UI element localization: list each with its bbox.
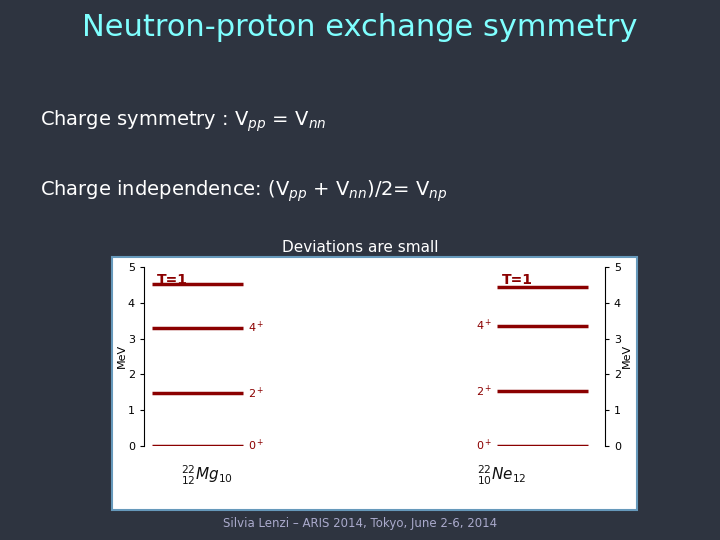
Text: 2$^+$: 2$^+$ xyxy=(248,386,265,401)
Text: $\mathregular{^{22}_{10}}$$\mathit{Ne}$$\mathregular{_{12}}$: $\mathregular{^{22}_{10}}$$\mathit{Ne}$$… xyxy=(477,464,527,487)
FancyBboxPatch shape xyxy=(112,256,637,510)
Y-axis label: MeV: MeV xyxy=(622,345,632,368)
Text: Deviations are small: Deviations are small xyxy=(282,240,438,255)
Text: T=1: T=1 xyxy=(502,273,533,287)
Text: Charge independence: (V$_{pp}$ + V$_{nn}$)/2= V$_{np}$: Charge independence: (V$_{pp}$ + V$_{nn}… xyxy=(40,178,447,204)
Y-axis label: MeV: MeV xyxy=(117,345,127,368)
Text: Neutron-proton exchange symmetry: Neutron-proton exchange symmetry xyxy=(82,14,638,43)
Text: 4$^+$: 4$^+$ xyxy=(476,318,492,333)
Text: 4$^+$: 4$^+$ xyxy=(248,320,265,335)
Text: 2$^+$: 2$^+$ xyxy=(476,383,492,399)
Text: Charge symmetry : V$_{pp}$ = V$_{nn}$: Charge symmetry : V$_{pp}$ = V$_{nn}$ xyxy=(40,108,326,133)
Text: Silvia Lenzi – ARIS 2014, Tokyo, June 2-6, 2014: Silvia Lenzi – ARIS 2014, Tokyo, June 2-… xyxy=(223,517,497,530)
Text: T=1: T=1 xyxy=(157,273,188,287)
Text: 0$^+$: 0$^+$ xyxy=(476,438,492,453)
Text: 0$^+$: 0$^+$ xyxy=(248,438,265,453)
Text: $\mathregular{^{22}_{12}}$$\mathit{Mg}$$\mathregular{_{10}}$: $\mathregular{^{22}_{12}}$$\mathit{Mg}$$… xyxy=(181,464,233,487)
